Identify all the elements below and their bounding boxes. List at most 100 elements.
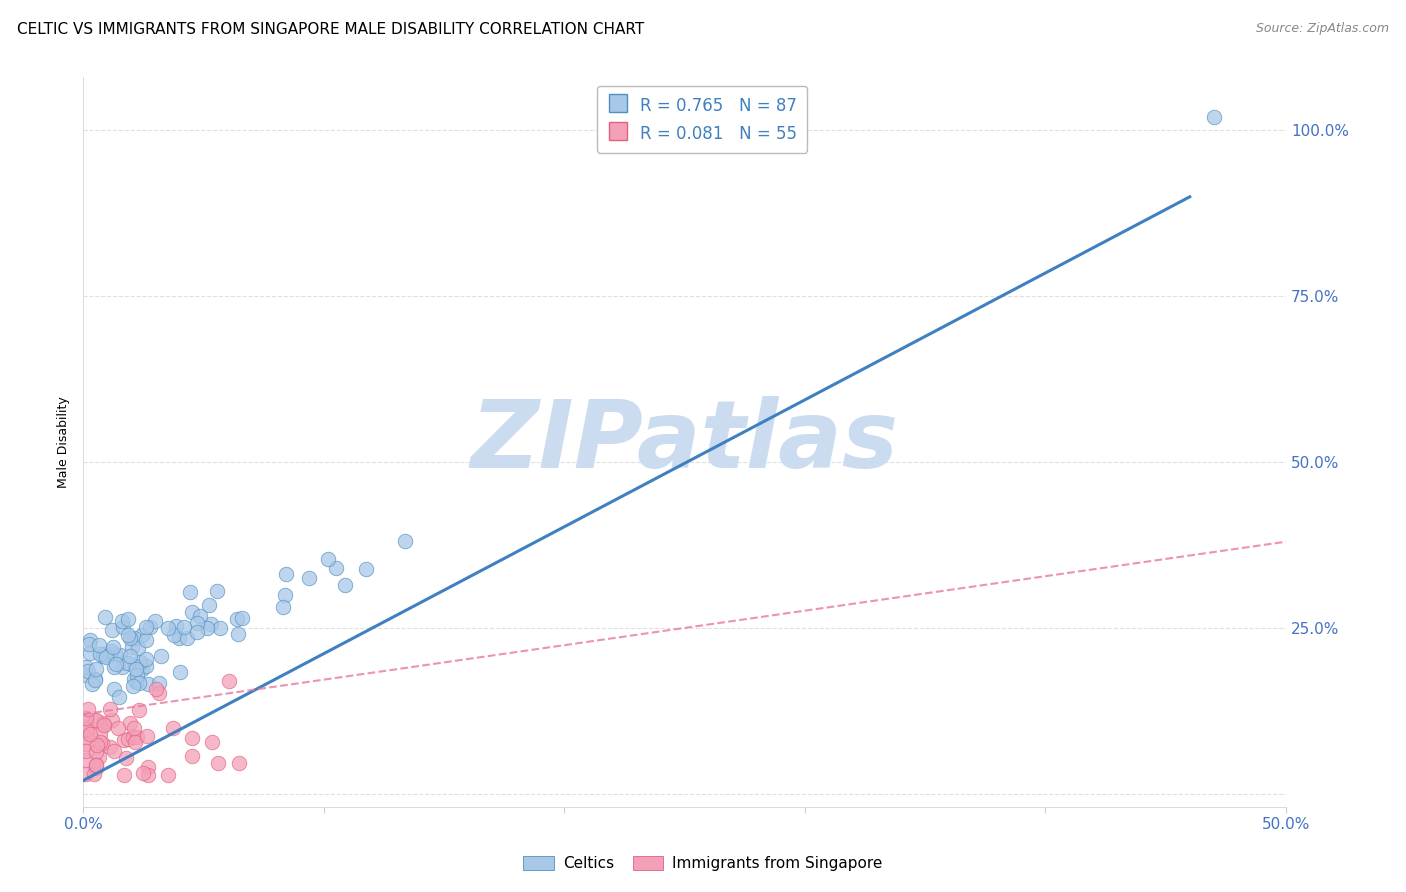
Point xyxy=(84,713,107,727)
Point xyxy=(131,628,153,642)
Point xyxy=(98,647,121,661)
Point xyxy=(128,676,150,690)
Point xyxy=(218,673,240,688)
Point xyxy=(136,768,159,782)
Point xyxy=(135,659,157,673)
Point xyxy=(225,611,247,625)
Point xyxy=(111,620,134,634)
Point xyxy=(156,768,179,782)
Point xyxy=(122,672,145,686)
Point xyxy=(84,672,107,686)
Point xyxy=(165,619,187,633)
Point xyxy=(207,756,229,770)
Point xyxy=(89,647,111,661)
Point xyxy=(83,766,105,780)
Point xyxy=(129,655,152,669)
Point xyxy=(354,562,377,576)
Legend: R = 0.765   N = 87, R = 0.081   N = 55: R = 0.765 N = 87, R = 0.081 N = 55 xyxy=(596,86,807,153)
Point xyxy=(89,727,111,741)
Point xyxy=(112,733,135,747)
Point xyxy=(118,716,141,731)
Point xyxy=(121,730,143,744)
Point xyxy=(77,664,100,678)
Point xyxy=(75,767,97,781)
Point xyxy=(90,736,112,750)
Point xyxy=(117,612,139,626)
Point xyxy=(127,640,149,655)
Point xyxy=(135,620,157,634)
Point xyxy=(107,721,129,735)
Point xyxy=(136,729,159,743)
Point xyxy=(231,611,253,625)
Point xyxy=(75,711,97,725)
Point xyxy=(76,722,98,736)
Point xyxy=(148,676,170,690)
Point xyxy=(176,631,198,645)
Point xyxy=(108,648,131,662)
Point xyxy=(132,765,155,780)
Point xyxy=(77,701,100,715)
Point xyxy=(186,624,208,639)
Point xyxy=(87,638,110,652)
Point xyxy=(80,677,103,691)
Point xyxy=(179,584,201,599)
Point xyxy=(139,620,162,634)
Point xyxy=(79,646,101,660)
Point xyxy=(84,673,107,688)
Point xyxy=(86,738,108,752)
Point xyxy=(120,631,142,645)
Point xyxy=(79,632,101,647)
Y-axis label: Male Disability: Male Disability xyxy=(58,396,70,488)
Point xyxy=(75,737,97,751)
Point xyxy=(84,762,107,776)
Point xyxy=(75,668,97,682)
Point xyxy=(138,677,160,691)
Point xyxy=(167,631,190,645)
Point xyxy=(135,633,157,648)
Point xyxy=(118,649,141,664)
Point xyxy=(112,767,135,781)
Point xyxy=(75,744,97,758)
Point xyxy=(173,620,195,634)
Point xyxy=(98,740,121,755)
Point xyxy=(93,647,115,661)
Point xyxy=(115,751,138,765)
Point xyxy=(181,748,204,763)
Point xyxy=(117,627,139,641)
Point xyxy=(94,649,117,664)
Point xyxy=(316,552,339,566)
Point xyxy=(131,662,153,676)
Point xyxy=(125,675,148,690)
Point xyxy=(198,598,221,612)
Point xyxy=(75,731,97,745)
Point xyxy=(104,648,127,662)
Point xyxy=(1202,110,1225,124)
Point xyxy=(274,566,297,581)
Point xyxy=(188,609,211,624)
Point xyxy=(107,690,129,705)
Point xyxy=(149,648,172,663)
Point xyxy=(127,731,149,745)
Point xyxy=(125,662,148,676)
Point xyxy=(207,584,229,599)
Point xyxy=(105,657,128,672)
Text: Source: ZipAtlas.com: Source: ZipAtlas.com xyxy=(1256,22,1389,36)
Point xyxy=(335,578,357,592)
Point xyxy=(100,643,122,657)
Point xyxy=(162,722,184,736)
Point xyxy=(117,657,139,671)
Point xyxy=(271,600,294,615)
Text: CELTIC VS IMMIGRANTS FROM SINGAPORE MALE DISABILITY CORRELATION CHART: CELTIC VS IMMIGRANTS FROM SINGAPORE MALE… xyxy=(17,22,644,37)
Point xyxy=(75,720,97,734)
Point xyxy=(195,621,218,635)
Point xyxy=(77,637,100,651)
Point xyxy=(89,735,111,749)
Point xyxy=(394,534,416,549)
Point xyxy=(103,682,125,697)
Point xyxy=(138,760,160,774)
Point xyxy=(162,628,184,642)
Point xyxy=(103,660,125,674)
Point xyxy=(91,648,114,663)
Point xyxy=(112,657,135,671)
Point xyxy=(75,711,97,725)
